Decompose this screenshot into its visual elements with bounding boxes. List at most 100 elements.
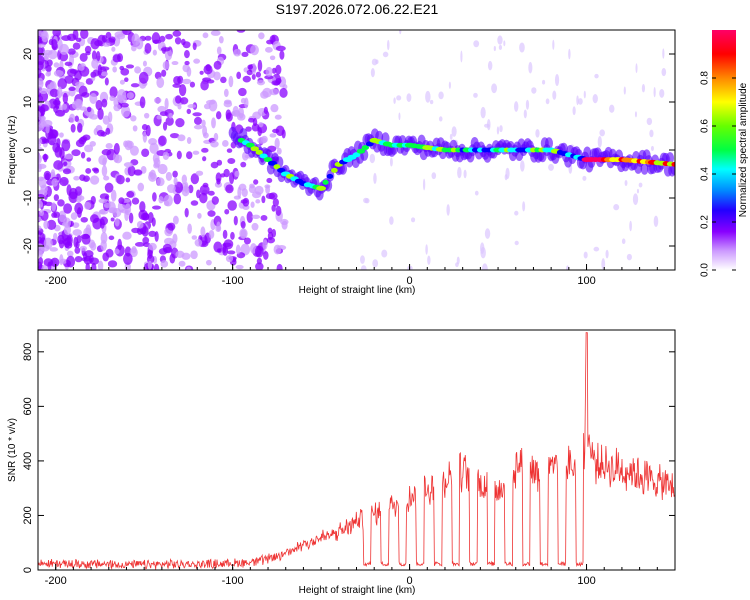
noise-blob (38, 225, 42, 231)
noise-blob (107, 111, 113, 123)
spectrogram-marks (38, 30, 675, 270)
noise-blob (79, 174, 86, 181)
noise-blob (101, 98, 108, 108)
noise-blob (86, 106, 92, 113)
noise-blob (203, 132, 209, 139)
noise-blob (253, 179, 259, 185)
noise-blob (427, 255, 431, 265)
noise-blob (53, 70, 64, 77)
spectrogram-y-tick-label: -10 (22, 190, 34, 206)
noise-blob (265, 66, 273, 77)
noise-blob (599, 129, 605, 137)
noise-blob (186, 266, 192, 270)
noise-blob (266, 177, 273, 184)
noise-blob (632, 193, 639, 206)
noise-blob (178, 84, 187, 97)
noise-blob (70, 212, 78, 220)
noise-blob (161, 69, 167, 77)
noise-blob (269, 133, 277, 138)
noise-blob (222, 229, 228, 240)
ridge-halo (583, 146, 592, 159)
noise-blob (99, 66, 110, 71)
noise-blob (226, 148, 233, 153)
noise-blob (216, 159, 223, 166)
noise-blob (51, 38, 58, 50)
ridge-blob (267, 160, 277, 166)
noise-blob (250, 44, 259, 56)
noise-blob (199, 192, 208, 204)
noise-blob (396, 95, 402, 101)
noise-blob (448, 81, 451, 89)
noise-blob (57, 199, 65, 207)
noise-blob (175, 117, 185, 128)
noise-blob (91, 50, 97, 61)
noise-blob (268, 192, 278, 200)
noise-blob (497, 35, 503, 45)
noise-blob (91, 262, 97, 270)
noise-blob (120, 208, 130, 214)
noise-blob (85, 262, 90, 270)
noise-blob (80, 30, 89, 39)
noise-blob (177, 104, 182, 110)
noise-blob (125, 64, 135, 69)
colorbar-tick-label: 0.4 (700, 167, 711, 181)
noise-blob (79, 106, 87, 111)
noise-blob (149, 142, 159, 154)
noise-blob (49, 88, 59, 98)
spectrogram-x-axis-label: Height of straight line (km) (299, 285, 416, 296)
noise-blob (236, 71, 242, 80)
ridge-blob (455, 147, 462, 153)
noise-blob (72, 229, 82, 236)
noise-blob (63, 217, 72, 228)
noise-blob (186, 137, 192, 144)
noise-blob (58, 210, 67, 223)
noise-blob (205, 259, 212, 266)
noise-blob (38, 115, 46, 122)
noise-blob (176, 150, 182, 160)
noise-blob (499, 125, 503, 133)
noise-blob (84, 144, 94, 153)
noise-blob (142, 212, 150, 221)
colorbar-ticks: 0.0 0.2 0.4 0.6 0.8 (700, 71, 736, 277)
noise-blob (54, 109, 65, 117)
noise-blob (514, 240, 519, 246)
noise-blob (114, 217, 120, 227)
noise-blob (201, 119, 206, 127)
noise-blob (160, 260, 169, 268)
noise-blob (79, 245, 88, 251)
noise-blob (240, 220, 246, 229)
noise-blob (86, 157, 92, 162)
noise-blob (577, 98, 583, 105)
colorbar: 0.0 0.2 0.4 0.6 0.8 Normalized spectral ampl… (700, 30, 749, 277)
spectrogram-y-tick-label: 0 (22, 147, 34, 153)
noise-blob (142, 131, 148, 143)
noise-blob (105, 127, 111, 135)
noise-blob (59, 254, 64, 266)
noise-blob (157, 105, 167, 113)
noise-blob (187, 103, 197, 109)
noise-blob (89, 93, 98, 105)
spectrogram-y-tick-label: 20 (22, 48, 34, 60)
noise-blob (189, 81, 196, 88)
noise-blob (74, 255, 83, 263)
noise-blob (165, 116, 174, 126)
noise-blob (265, 46, 273, 53)
noise-blob (429, 99, 434, 105)
noise-blob (38, 244, 45, 249)
noise-blob (89, 113, 99, 120)
noise-blob (238, 87, 247, 97)
noise-blob (61, 103, 68, 110)
noise-blob (269, 55, 276, 61)
snr-panel: -200 -100 0 100 0 200 400 600 800 Height of stra… (7, 329, 676, 596)
noise-blob (108, 235, 115, 241)
noise-blob (75, 98, 83, 109)
colorbar-tick-label: 0.0 (700, 263, 711, 277)
snr-y-tick-label: 200 (22, 506, 34, 524)
ridge-blob (322, 179, 329, 185)
noise-blob (43, 49, 53, 56)
noise-blob (635, 63, 638, 74)
noise-blob (70, 123, 76, 133)
noise-blob (624, 180, 628, 187)
noise-blob (474, 190, 479, 196)
